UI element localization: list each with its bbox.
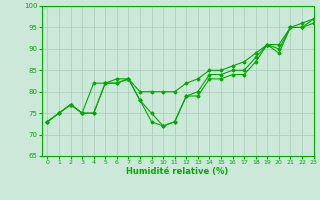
X-axis label: Humidité relative (%): Humidité relative (%) — [126, 167, 229, 176]
